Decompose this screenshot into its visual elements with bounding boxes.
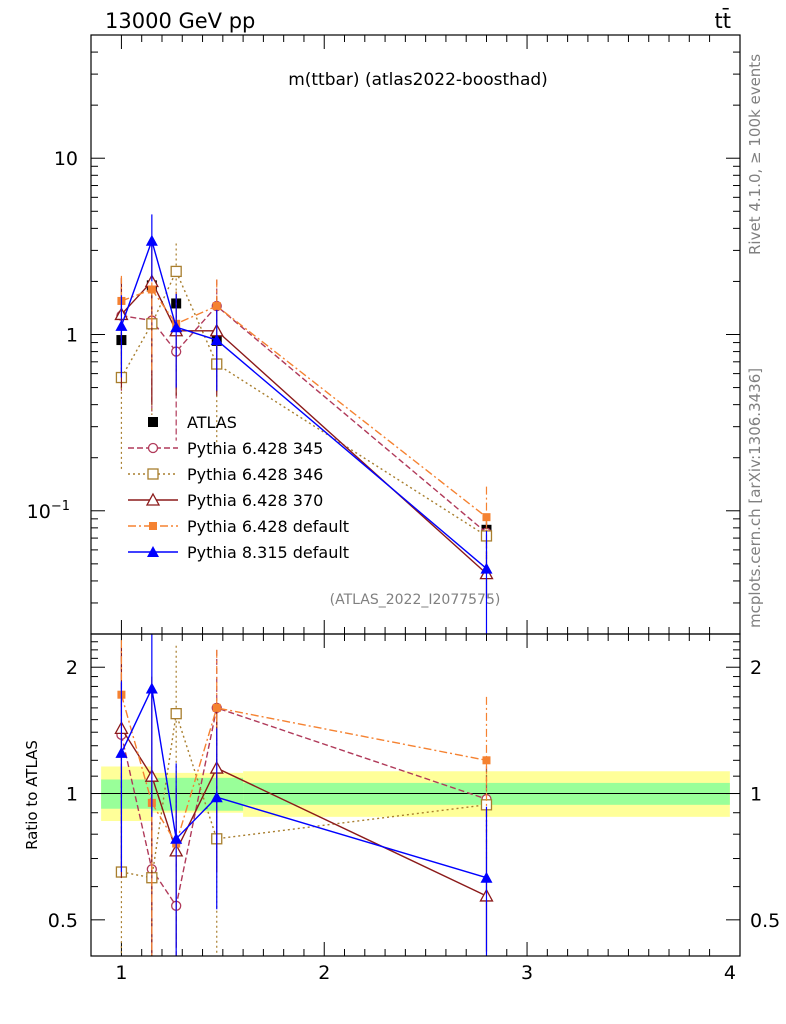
ratio-point — [170, 708, 182, 720]
ratio-point — [170, 832, 183, 844]
legend-label: Pythia 6.428 346 — [187, 465, 323, 484]
data-point — [170, 265, 182, 278]
ratio-y-tick-label-right: 1 — [750, 784, 762, 806]
mcplots-reference-label: mcplots.cern.ch [arXiv:1306.3436] — [746, 368, 764, 628]
legend: ATLAS Pythia 6.428 345 Pythia 6.428 346 Pyt… — [128, 413, 349, 562]
legend-label: Pythia 8.315 default — [187, 543, 349, 562]
band-inner — [101, 779, 152, 809]
x-tick-label: 4 — [724, 962, 736, 984]
header-final-state: tt̄ — [715, 8, 731, 33]
ratio-y-tick-label: 2 — [66, 657, 78, 679]
legend-label: ATLAS — [187, 413, 237, 432]
main-y-tick-label: 1 — [66, 325, 78, 347]
ratio-plot-data — [114, 634, 494, 956]
ratio-y-tick-label-right: 0.5 — [750, 910, 780, 932]
legend-marker — [147, 442, 159, 454]
ratio-y-tick-label-right: 2 — [750, 657, 762, 679]
main-y-tick-label: 10−1 — [27, 499, 70, 523]
plot-title: m(ttbar) (atlas2022-boosthad) — [288, 70, 548, 90]
legend-label: Pythia 6.428 345 — [187, 439, 323, 458]
ratio-axis-label: Ratio to ATLAS — [23, 740, 41, 850]
data-point — [212, 302, 221, 311]
ratio-point — [480, 871, 493, 883]
series-line — [121, 305, 487, 534]
legend-marker — [147, 468, 159, 480]
data-point — [147, 285, 156, 294]
axes: 10−1 1 10 0.5 0.5 1 1 2 2 1 2 3 4 — [27, 34, 780, 984]
analysis-watermark: (ATLAS_2022_I2077575) — [330, 592, 501, 608]
rivet-version-label: Rivet 4.1.0, ≥ 100k events — [746, 54, 764, 255]
main-plot-data — [114, 214, 494, 634]
legend-label: Pythia 6.428 default — [187, 517, 349, 536]
data-point — [115, 319, 128, 331]
data-point — [210, 334, 223, 346]
legend-marker — [148, 417, 158, 427]
ratio-y-tick-label: 1 — [66, 784, 78, 806]
ratio-point — [482, 756, 491, 765]
ratio-y-tick-label: 0.5 — [48, 910, 78, 932]
series-line — [121, 288, 487, 518]
ratio-point — [210, 791, 223, 803]
legend-marker — [145, 492, 161, 506]
x-tick-label: 3 — [521, 962, 533, 984]
legend-marker — [147, 546, 159, 557]
ratio-point — [212, 703, 221, 712]
ratio-point — [115, 746, 128, 758]
series-line — [120, 269, 487, 537]
ratio-series-pythia-8-315-default — [115, 634, 493, 956]
ratio-plot-frame — [90, 633, 741, 957]
data-point — [145, 234, 158, 246]
ratio-uncertainty-bands — [91, 766, 740, 822]
legend-label: Pythia 6.428 370 — [187, 491, 323, 510]
x-tick-label: 2 — [318, 962, 330, 984]
x-tick-label: 1 — [115, 962, 127, 984]
ratio-point — [145, 682, 158, 694]
series-pythia-8-315-default — [115, 214, 493, 634]
data-point — [170, 321, 183, 333]
data-point — [480, 562, 493, 574]
data-point — [482, 513, 491, 522]
legend-marker — [149, 522, 157, 530]
series-pythia-6-428-346 — [115, 243, 493, 561]
main-y-tick-label: 10 — [54, 148, 78, 170]
header-process: 13000 GeV pp — [105, 9, 255, 33]
